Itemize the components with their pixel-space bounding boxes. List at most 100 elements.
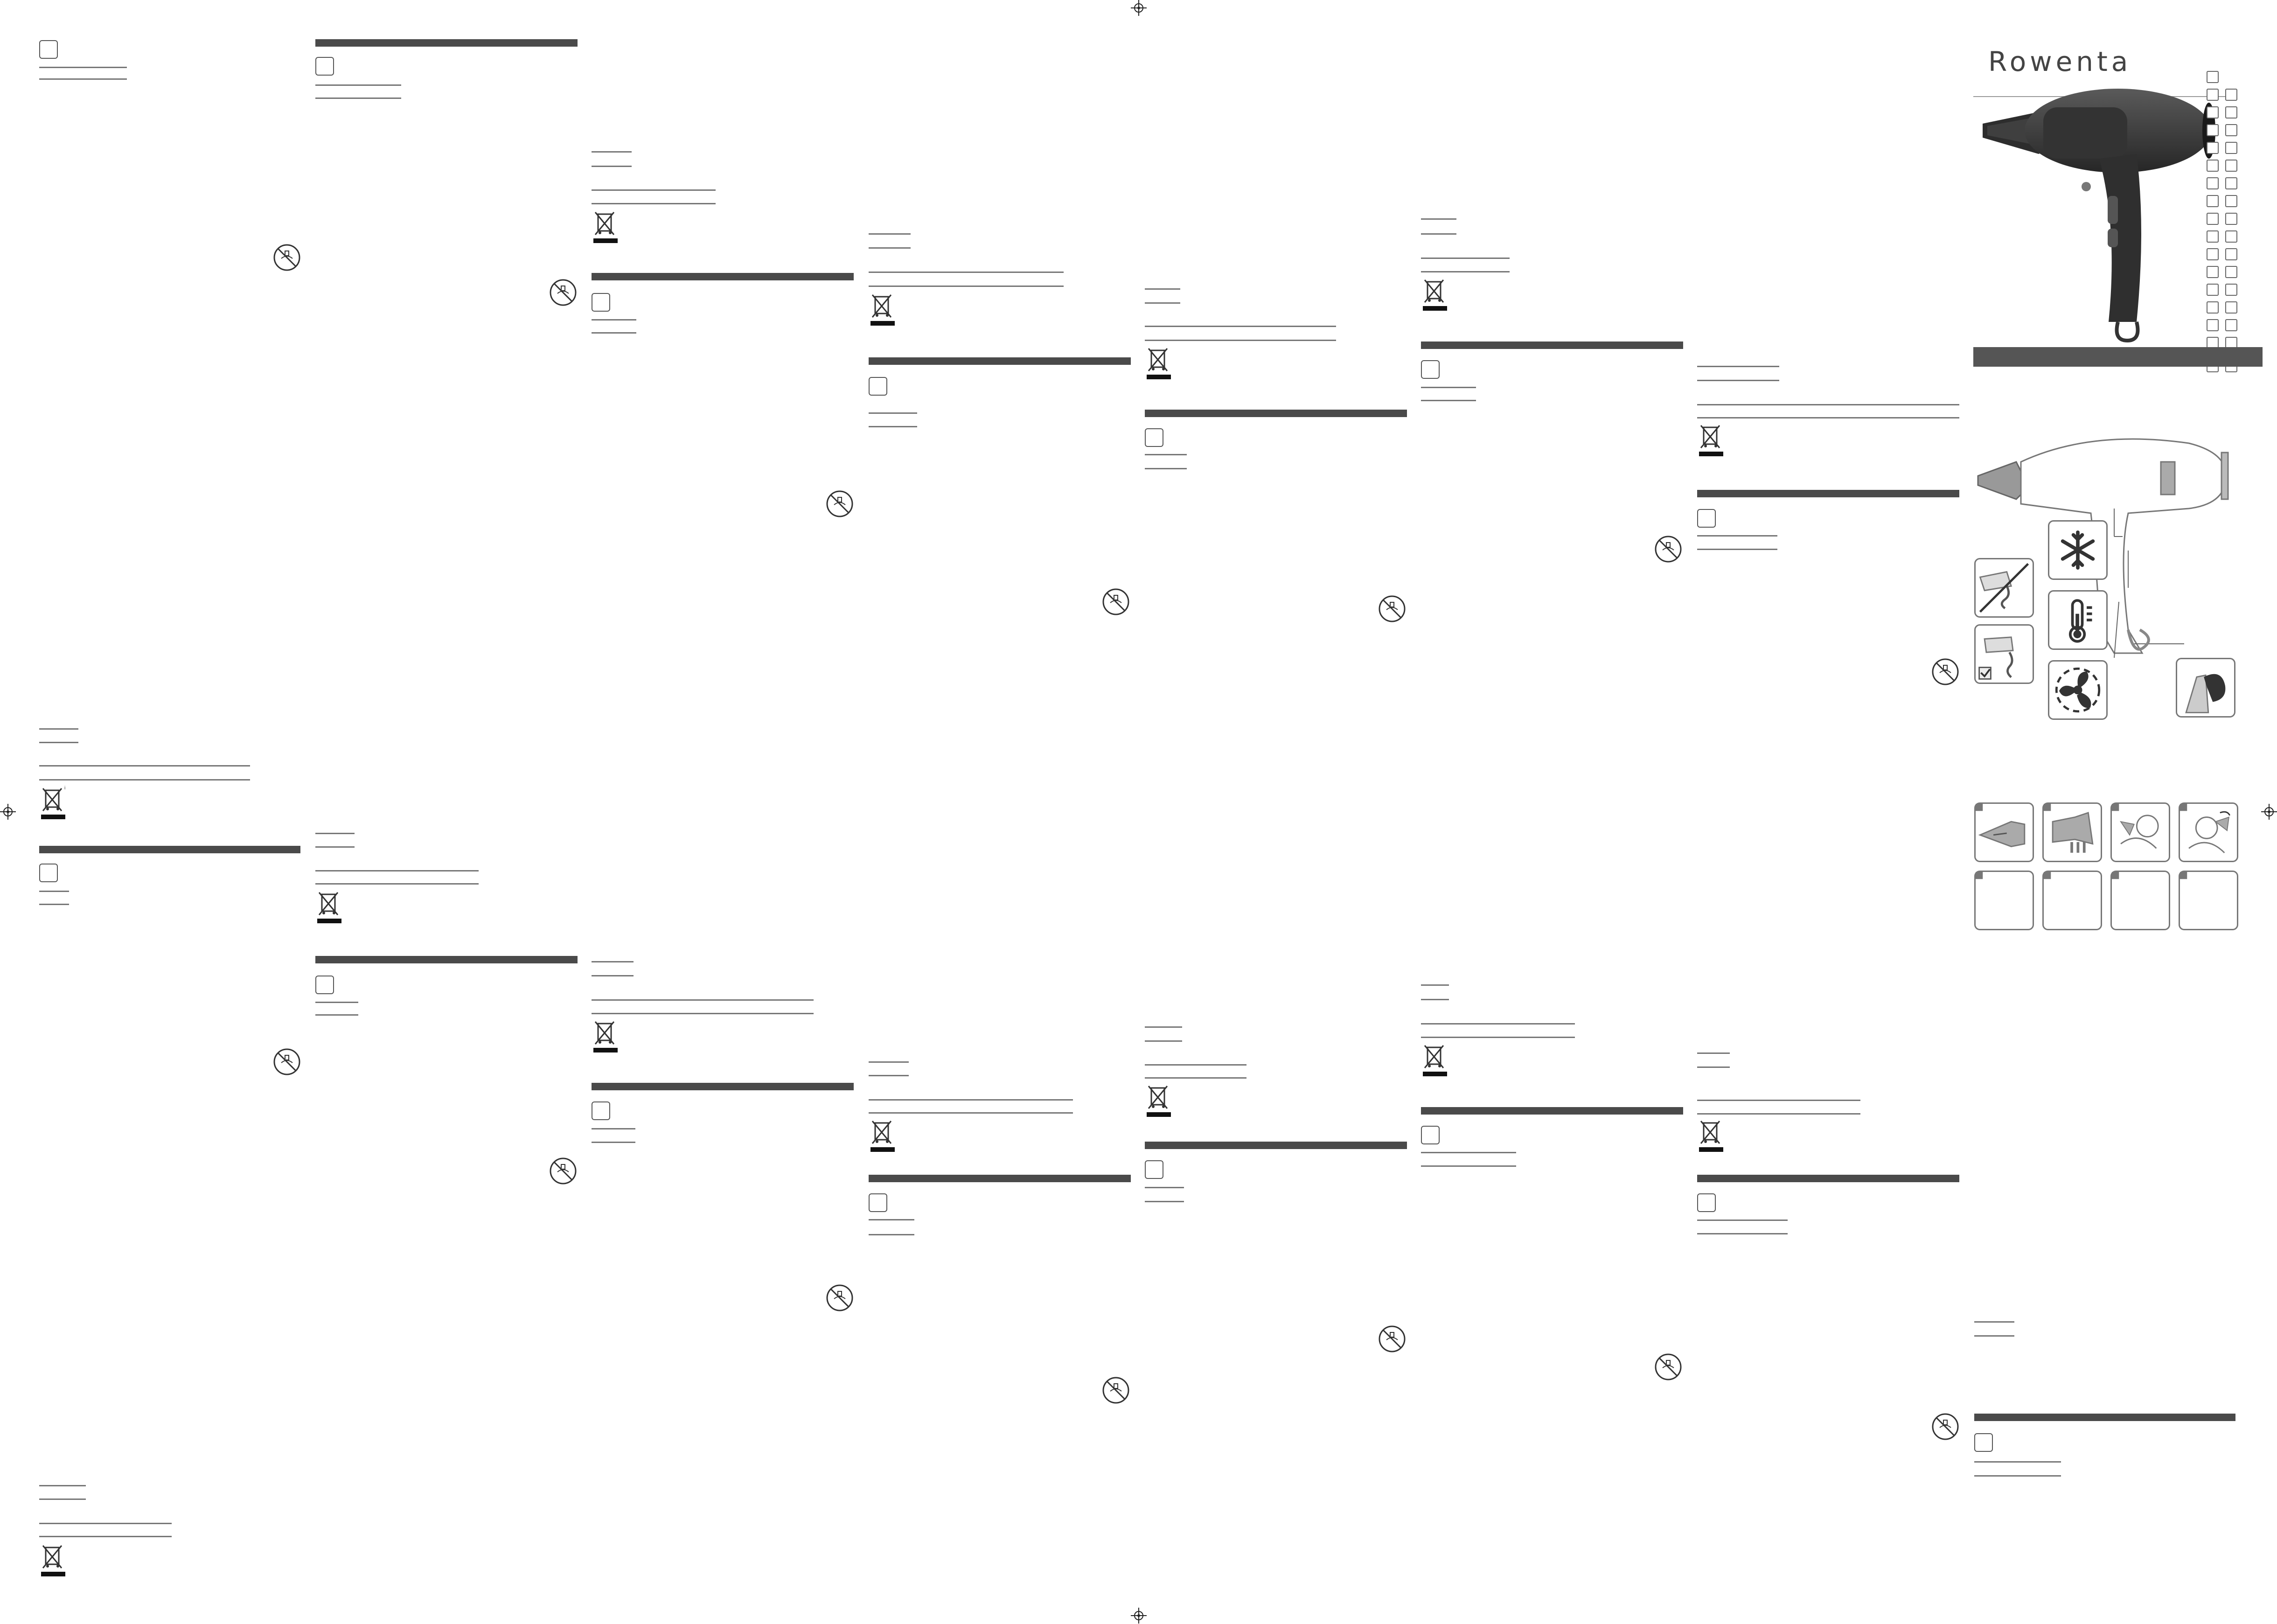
correct-cord-storage-illustration <box>1974 624 2034 684</box>
section-rule <box>1974 1335 2014 1337</box>
section-rule <box>869 1112 1073 1114</box>
part-number-box <box>2207 195 2219 207</box>
crossed-out-wheeled-bin-icon: i <box>41 786 65 819</box>
part-number-box <box>2207 213 2219 225</box>
section-rule <box>869 272 1064 273</box>
part-number-box <box>2225 106 2237 118</box>
do-not-wrap-cord-illustration <box>1974 558 2034 618</box>
section-rule <box>869 233 911 235</box>
section-rule <box>1145 1040 1182 1042</box>
section-rule <box>1145 302 1180 304</box>
no-use-near-water-icon <box>826 1284 853 1311</box>
part-number-box <box>2225 319 2237 331</box>
snowflake-icon <box>2048 520 2108 580</box>
heading-rule <box>39 891 69 892</box>
crossed-out-wheeled-bin-icon <box>593 1021 618 1052</box>
section-rule <box>1697 380 1779 381</box>
section-rule <box>39 765 250 767</box>
section-rule <box>39 1485 86 1486</box>
no-use-near-water-icon <box>1932 1413 1959 1440</box>
part-number-box <box>2225 124 2237 136</box>
language-box <box>592 293 610 312</box>
section-rule <box>1697 1100 1860 1101</box>
section-rule <box>869 286 1064 287</box>
section-header-bar <box>592 1083 854 1090</box>
heading-rule <box>592 1128 635 1129</box>
crossed-out-wheeled-bin-icon <box>1423 1045 1447 1076</box>
no-use-near-water-icon <box>273 1048 300 1075</box>
section-rule <box>592 961 634 962</box>
svg-text:Rowenta: Rowenta <box>1988 49 2131 77</box>
section-header-bar <box>1697 490 1959 497</box>
part-number-box <box>2207 142 2219 154</box>
heading-rule <box>592 332 636 334</box>
section-header-bar <box>1974 1414 2235 1421</box>
part-number-box <box>2207 301 2219 314</box>
heading-rule <box>1421 1165 1516 1167</box>
hanging-loop-icon <box>2176 658 2235 718</box>
figure-tile-1 <box>1974 802 2034 862</box>
section-rule <box>315 833 355 834</box>
section-rule <box>869 247 911 249</box>
language-box <box>1974 1433 1993 1452</box>
section-header-bar <box>869 357 1131 365</box>
part-number-box <box>2207 284 2219 296</box>
part-number-box <box>2207 337 2219 349</box>
registration-mark-bottom <box>1131 1608 1147 1624</box>
section-rule <box>1421 1023 1575 1025</box>
crossed-out-wheeled-bin-icon <box>1147 348 1171 379</box>
svg-text:i: i <box>64 786 65 791</box>
language-box <box>1697 509 1716 528</box>
heading-rule <box>592 319 636 321</box>
section-rule <box>315 883 479 885</box>
section-rule <box>1697 1113 1860 1115</box>
heading-rule <box>869 1234 914 1235</box>
no-use-near-water-icon <box>550 279 577 306</box>
part-number-box <box>2207 319 2219 331</box>
heading-rule <box>869 426 917 427</box>
part-number-box <box>2225 337 2237 349</box>
heading-rule <box>1974 1461 2061 1463</box>
section-rule <box>1421 984 1449 986</box>
registration-mark-left <box>0 804 16 820</box>
heading-rule <box>39 78 127 80</box>
section-rule <box>1145 340 1336 341</box>
section-header-bar <box>1145 410 1407 417</box>
figure-tile-4 <box>2179 802 2238 862</box>
language-box <box>315 976 334 994</box>
no-use-near-water-icon <box>550 1157 577 1185</box>
language-box <box>592 1101 610 1120</box>
section-header-bar <box>869 1175 1131 1182</box>
no-use-near-water-icon <box>1655 536 1682 563</box>
section-rule <box>1145 1077 1246 1079</box>
section-rule <box>39 728 78 730</box>
heading-rule <box>592 1142 635 1143</box>
part-number-box <box>2225 160 2237 172</box>
section-rule <box>1145 1026 1182 1028</box>
feature-diagram <box>1977 438 2229 658</box>
heading-rule <box>39 904 69 905</box>
product-band <box>1973 347 2263 367</box>
language-box <box>39 864 58 882</box>
heading-rule <box>315 84 401 86</box>
heading-rule <box>869 412 917 414</box>
figure-tile-6 <box>2042 871 2102 930</box>
section-rule <box>315 846 355 848</box>
section-rule <box>869 1099 1073 1101</box>
heading-rule <box>1697 1233 1788 1234</box>
heading-rule <box>315 1014 358 1016</box>
section-rule <box>592 975 634 976</box>
section-rule <box>1697 1066 1730 1068</box>
figure-tile-2 <box>2042 802 2102 862</box>
section-rule <box>1421 271 1510 272</box>
part-number-box <box>2207 71 2219 83</box>
section-rule <box>39 742 78 743</box>
section-rule <box>592 999 814 1001</box>
section-rule <box>592 189 716 191</box>
thermometer-icon <box>2048 590 2108 650</box>
section-rule <box>39 1499 86 1500</box>
section-header-bar <box>1421 342 1683 349</box>
part-number-box <box>2207 266 2219 278</box>
heading-rule <box>1421 1152 1516 1153</box>
heading-rule <box>39 67 127 68</box>
